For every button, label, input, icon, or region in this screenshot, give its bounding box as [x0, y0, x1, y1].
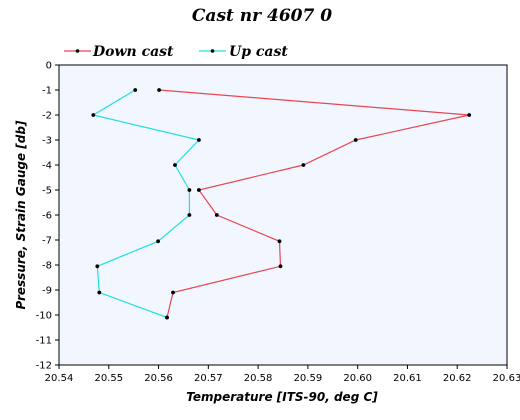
x-tick-label: 20.62 — [443, 373, 472, 384]
x-axis-label: Temperature [ITS-90, deg C] — [186, 390, 378, 404]
y-tick-label: -9 — [42, 286, 52, 297]
y-tick-label: -1 — [42, 86, 52, 97]
data-point-up-cast — [165, 315, 169, 320]
y-tick-label: -11 — [36, 336, 52, 347]
data-point-up-cast — [133, 88, 138, 92]
y-tick-label: -8 — [42, 261, 52, 272]
legend-marker-down-cast — [75, 49, 80, 53]
x-tick-label: 20.55 — [94, 373, 123, 384]
data-point-down-cast — [353, 138, 358, 142]
data-point-up-cast — [187, 213, 192, 217]
data-point-up-cast — [173, 163, 177, 167]
y-tick-label: -5 — [42, 186, 52, 197]
x-tick-label: 20.59 — [294, 373, 323, 384]
data-point-down-cast — [171, 290, 175, 295]
y-tick-label: -3 — [42, 136, 52, 147]
data-point-down-cast — [278, 264, 283, 269]
y-tick-label: -10 — [36, 311, 52, 322]
series-line-down-cast — [159, 89, 470, 318]
data-point-up-cast — [187, 188, 192, 192]
series-layer — [91, 88, 472, 320]
data-point-up-cast — [95, 264, 100, 269]
data-point-down-cast — [301, 163, 306, 167]
x-tick-label: 20.56 — [144, 373, 173, 384]
y-tick-label: -2 — [42, 111, 52, 122]
x-tick-label: 20.61 — [393, 373, 422, 384]
x-tick-label: 20.54 — [45, 373, 74, 384]
data-point-down-cast — [277, 239, 282, 244]
y-tick-label: -12 — [36, 361, 52, 372]
data-point-down-cast — [157, 88, 162, 92]
legend-label-down-cast: Down cast — [92, 44, 174, 60]
y-tick-label: -7 — [42, 236, 52, 247]
x-tick-label: 20.58 — [244, 373, 273, 384]
legend-marker-up-cast — [210, 49, 215, 53]
legend-label-up-cast: Up cast — [229, 44, 288, 60]
legend: Down cast Up cast — [64, 44, 288, 60]
data-point-down-cast — [214, 213, 219, 217]
y-tick-label: -4 — [42, 161, 52, 172]
x-tick-label: 20.57 — [194, 373, 223, 384]
x-tick-label: 20.63 — [493, 373, 520, 384]
y-axis: 0 -1 -2 -3 -4 -5 -6 -7 -8 -9 -10 -11 -12 — [36, 61, 59, 372]
data-point-down-cast — [197, 188, 201, 192]
y-axis-label: Pressure, Strain Gauge [db] — [14, 120, 28, 309]
x-tick-label: 20.60 — [343, 373, 372, 384]
y-tick-label: 0 — [46, 61, 52, 72]
y-tick-label: -6 — [42, 211, 52, 222]
data-point-down-cast — [467, 113, 472, 117]
plot-area — [58, 64, 508, 366]
data-point-up-cast — [197, 138, 201, 142]
data-point-up-cast — [97, 290, 102, 295]
data-point-up-cast — [156, 239, 161, 244]
chart-title: Cast nr 4607 0 — [192, 6, 332, 26]
x-axis: 20.54 20.55 20.56 20.57 20.58 20.59 20.60 20.61… — [45, 365, 520, 384]
series-line-up-cast — [91, 89, 201, 319]
data-point-up-cast — [91, 113, 96, 117]
